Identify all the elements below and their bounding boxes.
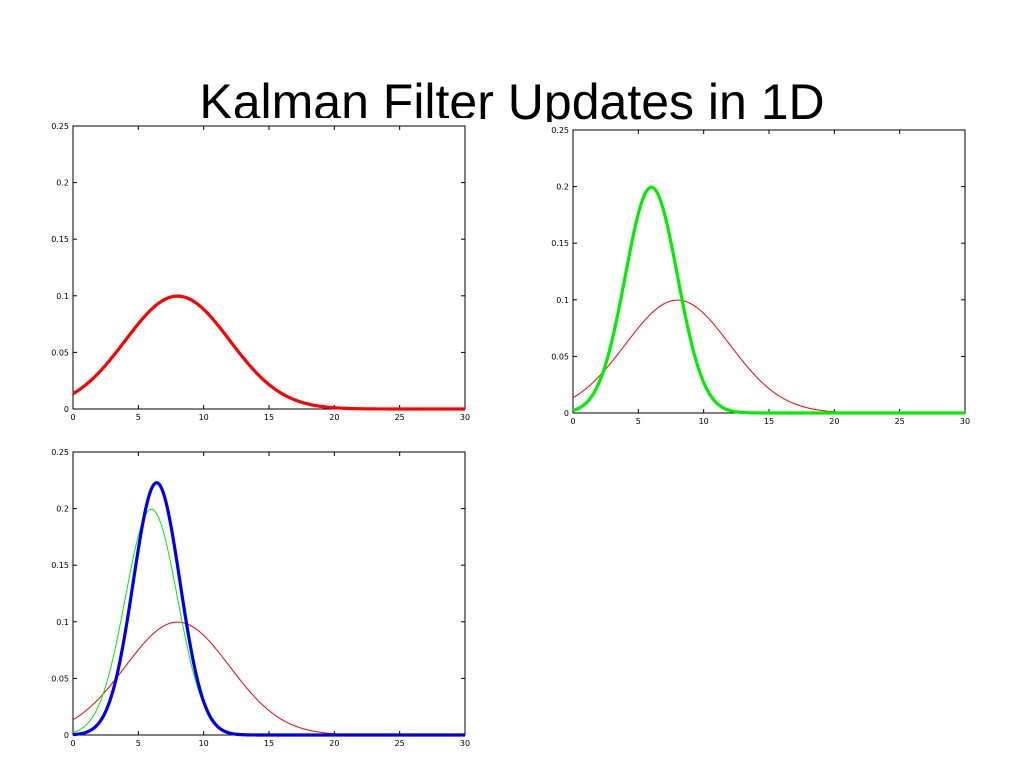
x-tick-label: 5 (136, 739, 141, 748)
series-line-2 (72, 481, 466, 737)
y-tick-label: 0.05 (51, 674, 69, 683)
y-tick-label: 0 (564, 409, 569, 418)
y-tick-label: 0.2 (56, 505, 69, 514)
y-tick-label: 0.25 (551, 126, 569, 135)
x-tick-label: 15 (264, 739, 274, 748)
x-tick-label: 25 (395, 739, 405, 748)
x-tick-label: 5 (636, 417, 641, 426)
y-tick-label: 0.15 (51, 235, 69, 244)
y-tick-label: 0 (64, 405, 69, 414)
x-tick-label: 0 (70, 739, 75, 748)
x-tick-label: 30 (960, 417, 970, 426)
x-tick-label: 20 (829, 417, 839, 426)
y-tick-label: 0.2 (556, 183, 569, 192)
x-tick-label: 20 (329, 413, 339, 422)
plot-measurement: 0 5 10 15 20 25 30 0 0.05 0.1 0.15 0.2 0.25 (540, 122, 980, 432)
x-tick-label: 5 (136, 413, 141, 422)
y-tick-label: 0.05 (551, 352, 569, 361)
x-tick-label: 20 (329, 739, 339, 748)
y-tick-label: 0.15 (51, 561, 69, 570)
y-tick-label: 0.1 (556, 296, 569, 305)
y-tick-label: 0.25 (51, 448, 69, 457)
y-tick-label: 0.1 (56, 292, 69, 301)
y-tick-label: 0.25 (51, 122, 69, 131)
x-tick-label: 25 (895, 417, 905, 426)
y-tick-label: 0.05 (51, 348, 69, 357)
x-tick-label: 15 (764, 417, 774, 426)
x-tick-label: 25 (395, 413, 405, 422)
series-line-1 (572, 185, 966, 415)
axes-frame (572, 129, 966, 414)
y-tick-label: 0 (64, 731, 69, 740)
x-tick-label: 15 (264, 413, 274, 422)
y-tick-label: 0.2 (56, 179, 69, 188)
plot-posterior: 0 5 10 15 20 25 30 0 0.05 0.1 0.15 0.2 0.25 (40, 444, 480, 754)
x-tick-label: 30 (460, 413, 470, 422)
x-tick-label: 10 (699, 417, 709, 426)
axes-frame (72, 125, 466, 410)
x-tick-label: 0 (570, 417, 575, 426)
x-tick-label: 0 (70, 413, 75, 422)
y-tick-label: 0.1 (56, 618, 69, 627)
x-tick-label: 10 (199, 739, 209, 748)
axes-frame (72, 451, 466, 736)
plot-prior: 0 5 10 15 20 25 30 0 0.05 0.1 0.15 0.2 0.25 (40, 118, 480, 428)
y-tick-label: 0.15 (551, 239, 569, 248)
x-tick-label: 10 (199, 413, 209, 422)
series-line-0 (72, 294, 466, 411)
x-tick-label: 30 (460, 739, 470, 748)
